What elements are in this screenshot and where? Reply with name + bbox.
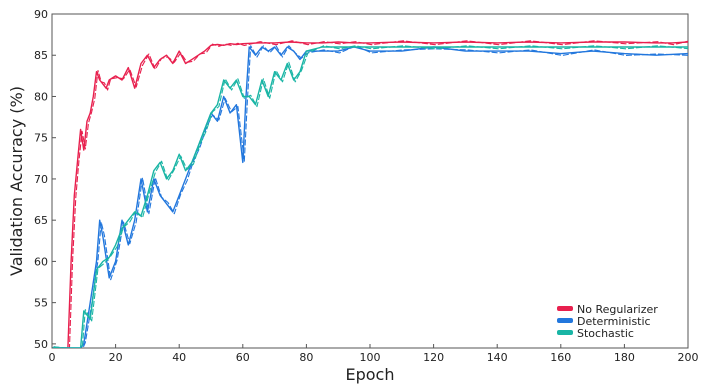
y-tick-label: 65 <box>34 214 48 227</box>
legend-label-deterministic: Deterministic <box>577 315 651 328</box>
series-layer <box>52 40 688 348</box>
y-axis-title: Validation Accuracy (%) <box>7 86 26 276</box>
x-tick-label: 100 <box>360 351 381 364</box>
x-tick-label: 80 <box>299 351 313 364</box>
y-tick-label: 50 <box>34 338 48 351</box>
y-tick-label: 70 <box>34 173 48 186</box>
y-tick-label: 85 <box>34 49 48 62</box>
legend-swatch-no-regularizer <box>557 306 573 311</box>
x-tick-label: 40 <box>172 351 186 364</box>
series-line-no-regularizer <box>52 41 688 348</box>
x-tick-label: 60 <box>236 351 250 364</box>
y-tick-label: 55 <box>34 297 48 310</box>
plot-border <box>51 13 689 349</box>
x-tick-label: 20 <box>109 351 123 364</box>
x-tick-label: 0 <box>49 351 56 364</box>
legend-label-stochastic: Stochastic <box>577 327 634 340</box>
x-tick-label: 120 <box>423 351 444 364</box>
x-tick-label: 180 <box>614 351 635 364</box>
series-line-dashed-stochastic <box>53 45 688 348</box>
x-axis-title: Epoch <box>346 365 395 384</box>
x-tick-label: 200 <box>678 351 699 364</box>
series-line-deterministic <box>52 46 688 348</box>
y-tick-label: 60 <box>34 255 48 268</box>
x-tick-label: 140 <box>487 351 508 364</box>
y-tick-label: 75 <box>34 132 48 145</box>
x-tick-label: 160 <box>550 351 571 364</box>
legend-label-no-regularizer: No Regularizer <box>577 303 658 316</box>
y-tick-label: 90 <box>34 8 48 21</box>
y-tick-label: 80 <box>34 90 48 103</box>
plot-frame <box>51 13 689 349</box>
legend-swatch-deterministic <box>557 318 573 323</box>
legend-swatch-stochastic <box>557 330 573 335</box>
series-line-dashed-no-regularizer <box>53 40 688 348</box>
ticks-layer: 0 20 40 60 80 100 120 140 160 180 200 50 55 60 65 70 75 8… <box>34 8 699 364</box>
